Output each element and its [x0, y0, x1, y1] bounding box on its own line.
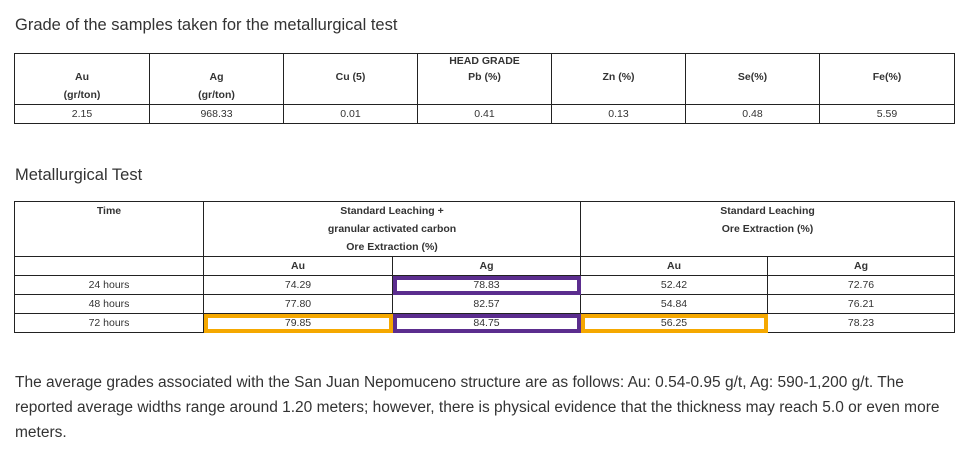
spacer-cell: [283, 53, 418, 68]
col-header-ag: Ag (gr/ton): [149, 68, 284, 105]
head-grade-header-row: Au (gr/ton) Ag (gr/ton) Cu (5) Pb (%) Zn (…: [14, 68, 955, 105]
leaching-carbon-header: Standard Leaching + granular activated c…: [203, 201, 581, 257]
met-group-header-row: Time Standard Leaching + granular activa…: [14, 201, 956, 257]
highlighted-value-cell: 78.83: [392, 275, 581, 295]
value-pb: 0.41: [417, 104, 552, 124]
value-cell: 54.84: [580, 294, 768, 314]
time-subheader-spacer: [14, 256, 204, 276]
subheader-ag-standard: Ag: [766, 256, 956, 276]
value-zn: 0.13: [551, 104, 686, 124]
highlighted-value-cell: 79.85: [203, 313, 393, 333]
col-header-se: Se(%): [685, 68, 820, 105]
spacer-cell: [685, 53, 820, 68]
spacer-cell: [551, 53, 686, 68]
value-cu: 0.01: [283, 104, 418, 124]
subheader-ag-carbon: Ag: [392, 256, 581, 276]
value-cell: 82.57: [392, 294, 581, 314]
standard-leaching-header: Standard Leaching Ore Extraction (%): [579, 201, 956, 257]
col-header-au: Au (gr/ton): [14, 68, 150, 105]
spacer-cell: [819, 53, 955, 68]
value-fe: 5.59: [819, 104, 955, 124]
value-cell: 77.80: [203, 294, 393, 314]
met-row-72h: 72 hours 79.85 84.75 56.25 78.23: [14, 313, 956, 333]
subheader-au-standard: Au: [580, 256, 768, 276]
metallurgical-test-title: Metallurgical Test: [15, 166, 143, 184]
value-ag: 968.33: [149, 104, 284, 124]
spacer-cell: [149, 53, 284, 68]
head-grade-title: Grade of the samples taken for the metal…: [15, 16, 398, 34]
col-header-cu: Cu (5): [283, 68, 418, 105]
subheader-au-carbon: Au: [203, 256, 393, 276]
head-grade-values-row: 2.15 968.33 0.01 0.41 0.13 0.48 5.59: [14, 104, 955, 124]
head-grade-table: HEAD GRADE Au (gr/ton) Ag (gr/ton) Cu (5) …: [14, 53, 955, 124]
time-cell: 48 hours: [14, 294, 204, 314]
col-header-pb: Pb (%): [417, 68, 552, 105]
metallurgical-test-table: Time Standard Leaching + granular activa…: [14, 201, 956, 333]
met-subheader-row: Au Ag Au Ag: [14, 256, 956, 276]
col-header-zn: Zn (%): [551, 68, 686, 105]
time-cell: 72 hours: [14, 313, 204, 333]
met-row-24h: 24 hours 74.29 78.83 52.42 72.76: [14, 275, 956, 295]
time-cell: 24 hours: [14, 275, 204, 295]
col-header-fe: Fe(%): [819, 68, 955, 105]
value-cell: 52.42: [580, 275, 768, 295]
description-paragraph: The average grades associated with the S…: [15, 374, 940, 441]
highlighted-value-cell: 56.25: [580, 313, 768, 333]
spacer-cell: [14, 53, 150, 68]
value-cell: 78.23: [766, 313, 956, 333]
head-grade-group-label: HEAD GRADE: [417, 53, 552, 68]
value-au: 2.15: [14, 104, 150, 124]
head-grade-group-row: HEAD GRADE: [14, 53, 955, 68]
value-se: 0.48: [685, 104, 820, 124]
value-cell: 72.76: [766, 275, 956, 295]
value-cell: 76.21: [766, 294, 956, 314]
highlighted-value-cell: 84.75: [392, 313, 581, 333]
value-cell: 74.29: [203, 275, 393, 295]
time-header: Time: [14, 201, 204, 257]
met-row-48h: 48 hours 77.80 82.57 54.84 76.21: [14, 294, 956, 314]
